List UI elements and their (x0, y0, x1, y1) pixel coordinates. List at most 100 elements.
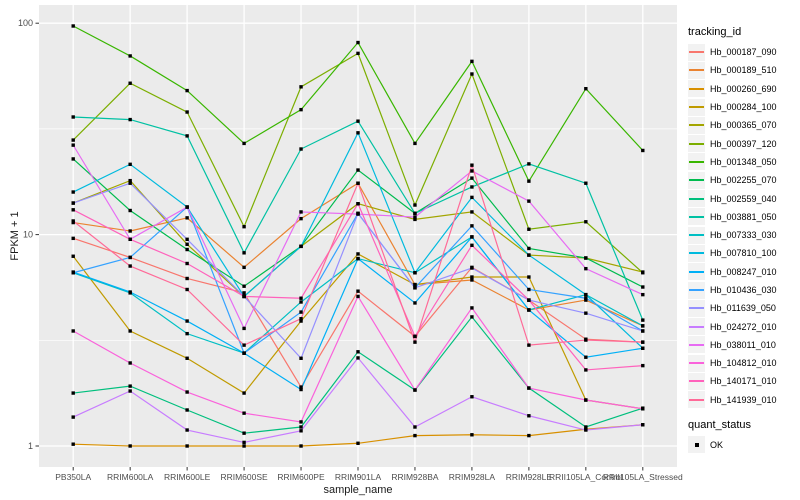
data-point (242, 294, 246, 299)
legend-item-ok: OK (688, 436, 800, 454)
legend-label: Hb_003881_050 (710, 211, 777, 222)
data-point (641, 271, 645, 275)
data-point (413, 301, 417, 305)
data-point (470, 266, 474, 270)
data-point (185, 390, 189, 394)
legend-label: Hb_000260_690 (710, 83, 777, 94)
legend-item-Hb_000365_070: Hb_000365_070 (688, 116, 800, 134)
x-tick-label: RRIM928BA (391, 472, 439, 482)
legend-key-swatch (688, 244, 705, 262)
data-point (299, 300, 303, 304)
data-point (413, 425, 417, 429)
data-point (299, 244, 303, 249)
data-point (413, 203, 417, 207)
legend-label: Hb_000284_100 (710, 102, 777, 113)
data-point (470, 395, 474, 399)
data-point (128, 361, 132, 365)
data-point (470, 59, 474, 64)
data-point (128, 117, 132, 122)
data-point (470, 433, 474, 437)
legend-line-icon (689, 215, 704, 218)
x-tick-label: RRIM600SE (220, 472, 268, 482)
data-point (299, 210, 303, 214)
data-point (356, 256, 360, 261)
data-point (470, 224, 474, 228)
data-point (584, 338, 588, 342)
data-point (71, 442, 75, 446)
legend-item-Hb_010436_030: Hb_010436_030 (688, 281, 800, 299)
data-point (185, 134, 189, 138)
legend-item-Hb_003881_050: Hb_003881_050 (688, 208, 800, 226)
data-point (470, 195, 474, 200)
legend-line-icon (689, 289, 704, 291)
data-point (584, 425, 588, 429)
data-point (641, 318, 645, 322)
legend-label: Hb_141939_010 (710, 394, 777, 405)
legend-label: Hb_002559_040 (710, 193, 777, 204)
data-point (299, 385, 303, 389)
data-point (128, 237, 132, 242)
data-point (584, 428, 588, 432)
data-point (299, 429, 303, 433)
data-point (185, 247, 189, 252)
legend-line-icon (689, 106, 704, 109)
y-axis-title: FPKM + 1 (9, 211, 21, 261)
legend-key-swatch (688, 43, 705, 61)
data-point (299, 85, 303, 89)
data-point (185, 88, 189, 93)
data-point (71, 115, 75, 119)
data-point (71, 219, 75, 223)
data-point (413, 388, 417, 392)
legend-line-icon (689, 380, 704, 383)
data-point (527, 308, 531, 312)
data-point (299, 310, 303, 314)
data-point (584, 86, 588, 91)
ok-key-swatch (688, 436, 705, 454)
legend-item-Hb_007810_100: Hb_007810_100 (688, 244, 800, 262)
data-point (128, 81, 132, 85)
legend-line-icon (689, 252, 704, 255)
data-point (641, 346, 645, 350)
data-point (584, 220, 588, 224)
data-point (71, 190, 75, 194)
data-point (641, 407, 645, 411)
data-point (413, 217, 417, 222)
legend-item-Hb_000187_090: Hb_000187_090 (688, 43, 800, 61)
legend-key-swatch (688, 299, 705, 317)
x-tick-label: RRIM600LA (107, 472, 154, 482)
data-point (185, 408, 189, 412)
data-point (128, 162, 132, 167)
y-tick-label: 10 (23, 230, 33, 240)
data-point (242, 326, 246, 331)
data-point (128, 444, 132, 448)
legend-key-swatch (688, 318, 705, 336)
data-point (128, 181, 132, 185)
legend-key-swatch (688, 208, 705, 226)
legend-line-icon (689, 51, 704, 54)
data-point (470, 169, 474, 173)
legend-item-Hb_104812_010: Hb_104812_010 (688, 354, 800, 372)
data-point (242, 265, 246, 270)
legend-line-icon (689, 197, 704, 200)
data-point (527, 162, 531, 166)
x-axis-title: sample_name (323, 484, 393, 496)
data-point (470, 185, 474, 189)
legend-line-icon (689, 179, 704, 182)
data-point (71, 157, 75, 161)
data-point (71, 391, 75, 395)
data-point (71, 143, 75, 147)
legend-key-swatch (688, 116, 705, 134)
legend-label: Hb_001348_050 (710, 156, 777, 167)
data-point (470, 275, 474, 279)
data-point (299, 296, 303, 300)
data-point (128, 178, 132, 183)
data-point (185, 110, 189, 114)
legend-item-Hb_002559_040: Hb_002559_040 (688, 189, 800, 208)
data-point (470, 243, 474, 247)
data-point (185, 205, 189, 209)
legend-key-swatch (688, 391, 705, 409)
data-point (413, 340, 417, 344)
legend-line-icon (689, 234, 704, 237)
